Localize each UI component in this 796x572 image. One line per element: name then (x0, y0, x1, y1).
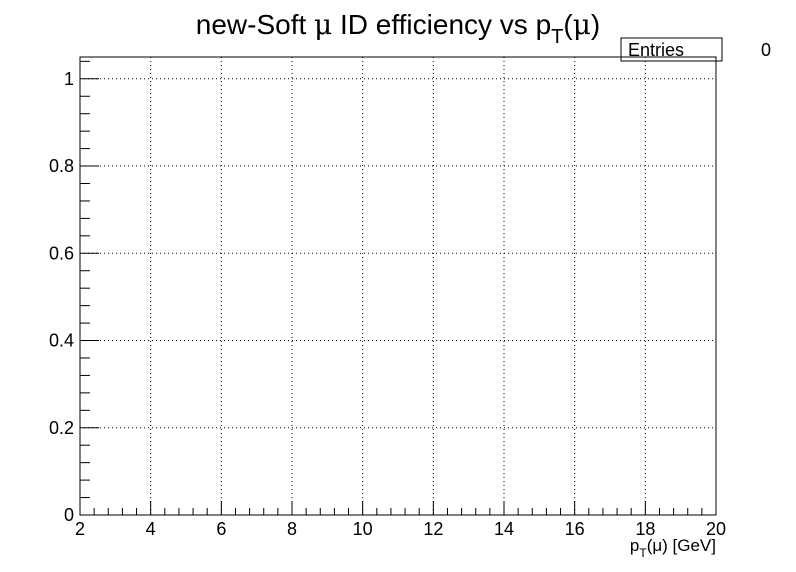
plot-frame (79, 56, 717, 516)
x-tick-label: 20 (706, 519, 726, 539)
x-axis-title-rest: (μ) [GeV] (647, 536, 716, 555)
chart-title: new-Soft μ ID efficiency vs pT(μ) (196, 8, 600, 48)
title-open-paren: ( (563, 9, 573, 40)
y-tick-label: 0.2 (49, 418, 74, 438)
x-tick-label: 10 (353, 519, 373, 539)
stats-box-border (620, 37, 723, 62)
title-close-paren: ) (591, 9, 600, 40)
tick-labels: 2 4 6 8 10 12 14 16 18 20 0 0.2 0.4 0.6 0.8 1 (49, 69, 726, 539)
x-axis-title: pT(μ) [GeV] (630, 536, 716, 560)
stats-entries-value: 0 (761, 40, 771, 60)
y-tick-label: 0.8 (49, 156, 74, 176)
x-tick-label: 8 (287, 519, 297, 539)
y-tick-label: 0.4 (49, 331, 74, 351)
grid (80, 57, 716, 515)
title-middle: ID efficiency vs p (332, 9, 551, 40)
stats-box: Entries 0 (620, 37, 771, 62)
x-tick-label: 2 (75, 519, 85, 539)
title-mu2: μ (573, 8, 591, 41)
title-prefix: new-Soft (196, 9, 314, 40)
x-axis-title-p: p (630, 536, 639, 555)
x-tick-label: 14 (494, 519, 514, 539)
x-tick-label: 18 (635, 519, 655, 539)
x-tick-label: 6 (216, 519, 226, 539)
x-tick-label: 12 (423, 519, 443, 539)
x-tick-label: 16 (565, 519, 585, 539)
title-subscript: T (551, 26, 563, 48)
stats-entries-label: Entries (628, 40, 684, 60)
y-tick-label: 0 (64, 505, 74, 525)
y-tick-label: 1 (64, 69, 74, 89)
axis-ticks (79, 60, 717, 516)
y-tick-label: 0.6 (49, 243, 74, 263)
x-axis-title-subscript: T (639, 546, 647, 560)
title-mu: μ (314, 8, 332, 41)
x-tick-label: 4 (146, 519, 156, 539)
